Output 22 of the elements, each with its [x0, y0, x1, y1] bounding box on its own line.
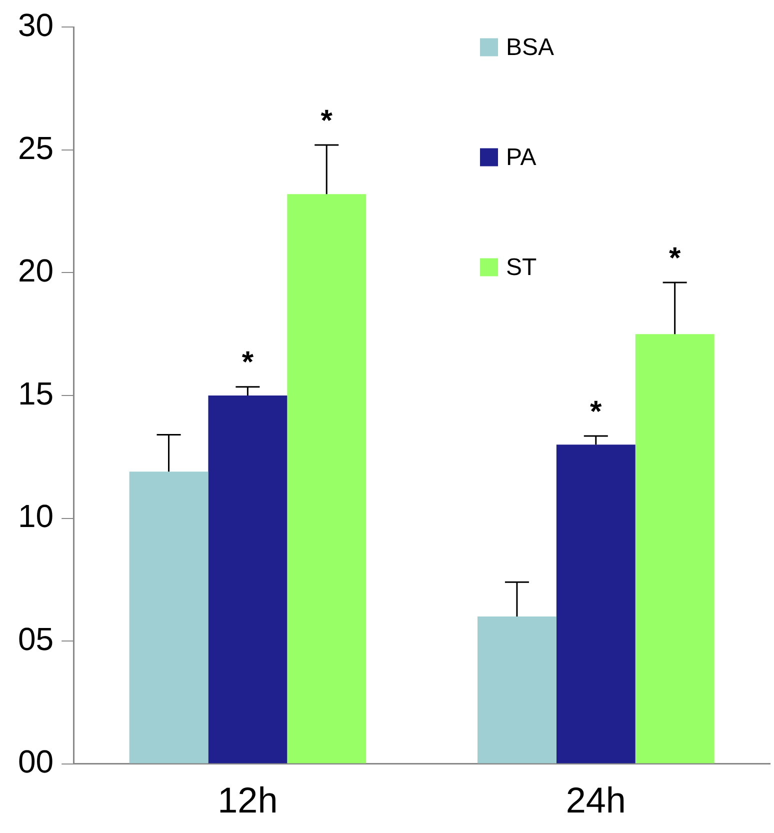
bar — [478, 616, 556, 764]
bar — [129, 472, 208, 764]
y-tick-label: 05 — [18, 620, 54, 657]
bar — [556, 444, 636, 764]
y-tick-label: 20 — [18, 252, 54, 289]
legend-label: BSA — [506, 34, 554, 61]
bar — [635, 334, 714, 764]
data-label: * — [668, 242, 681, 275]
legend-label: ST — [506, 254, 538, 281]
data-label: * — [242, 346, 254, 380]
x-tick-label: 12h — [218, 779, 278, 820]
y-tick-label: 25 — [18, 130, 54, 166]
x-tick-label: 24h — [566, 779, 626, 820]
y-tick-label: 00 — [18, 744, 54, 780]
legend-label: PA — [506, 144, 536, 171]
data-label: * — [320, 104, 333, 138]
y-tick-label: 15 — [18, 375, 54, 412]
y-tick-label: 30 — [18, 7, 54, 44]
bar — [287, 194, 366, 764]
y-tick-label: 10 — [18, 498, 54, 534]
data-label: * — [590, 395, 602, 428]
bar — [208, 396, 288, 764]
